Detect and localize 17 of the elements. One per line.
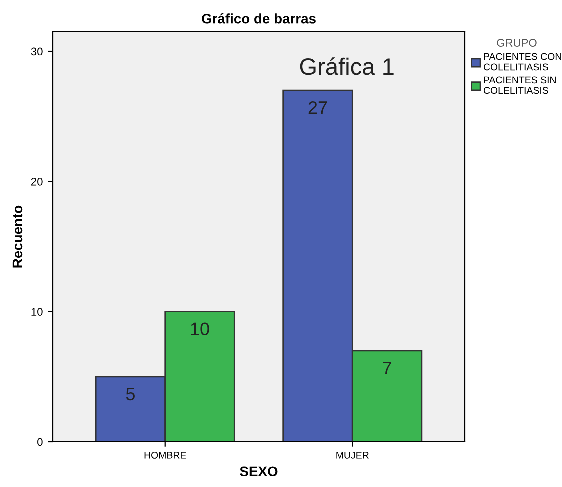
annotation: Gráfica 1 <box>300 58 394 76</box>
legend-label: PACIENTES CON COLELITIASIS <box>484 53 562 71</box>
x-tick-label: HOMBRE <box>144 452 186 459</box>
y-tick-label: 0 <box>38 438 43 446</box>
y-axis-title: Recuento <box>12 206 23 268</box>
data-label: 5 <box>126 388 135 401</box>
chart-title: Gráfico de barras <box>202 13 316 24</box>
data-label: 10 <box>191 322 210 336</box>
y-tick-label: 30 <box>31 48 43 56</box>
x-tick-label: MUJER <box>336 452 369 459</box>
y-tick-label: 20 <box>31 178 43 186</box>
legend-title: GRUPO <box>497 39 537 47</box>
data-label: 27 <box>308 101 328 114</box>
legend-label: PACIENTES SIN COLELITIASIS <box>484 76 556 94</box>
y-tick-label: 10 <box>32 308 43 316</box>
data-label: 7 <box>383 362 392 374</box>
x-axis-title: SEXO <box>240 466 278 477</box>
